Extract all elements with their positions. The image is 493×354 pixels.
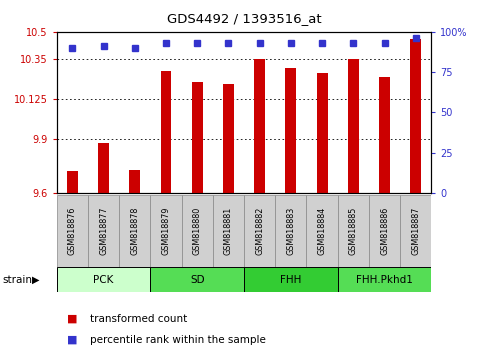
Bar	[223, 84, 234, 193]
Bar	[338, 267, 431, 292]
Text: ■: ■	[67, 335, 77, 345]
Text: FHH.Pkhd1: FHH.Pkhd1	[356, 275, 413, 285]
Text: percentile rank within the sample: percentile rank within the sample	[90, 335, 266, 345]
Text: GSM818881: GSM818881	[224, 207, 233, 255]
Text: GSM818882: GSM818882	[255, 207, 264, 255]
Bar	[307, 195, 338, 267]
Bar	[285, 68, 296, 193]
Bar	[379, 76, 390, 193]
Bar	[213, 195, 244, 267]
Text: GSM818887: GSM818887	[411, 207, 420, 255]
Text: strain: strain	[2, 275, 33, 285]
Text: GSM818885: GSM818885	[349, 207, 358, 255]
Text: GSM818886: GSM818886	[380, 207, 389, 255]
Text: GSM818878: GSM818878	[130, 207, 139, 255]
Bar	[181, 195, 213, 267]
Text: GSM818877: GSM818877	[99, 207, 108, 255]
Bar	[338, 195, 369, 267]
Bar	[244, 195, 275, 267]
Bar	[88, 195, 119, 267]
Text: GSM818876: GSM818876	[68, 207, 77, 255]
Bar	[317, 73, 327, 193]
Bar	[244, 267, 338, 292]
Bar	[410, 39, 421, 193]
Bar	[129, 170, 140, 193]
Bar	[400, 195, 431, 267]
Text: GDS4492 / 1393516_at: GDS4492 / 1393516_at	[167, 12, 321, 25]
Text: GSM818884: GSM818884	[317, 207, 326, 255]
Bar	[67, 171, 78, 193]
Text: ■: ■	[67, 314, 77, 324]
Text: SD: SD	[190, 275, 205, 285]
Bar	[98, 143, 109, 193]
Bar	[161, 71, 172, 193]
Bar	[57, 267, 150, 292]
Text: GSM818880: GSM818880	[193, 207, 202, 255]
Bar	[57, 195, 88, 267]
Text: transformed count: transformed count	[90, 314, 187, 324]
Bar	[192, 82, 203, 193]
Text: GSM818883: GSM818883	[286, 207, 295, 255]
Bar	[275, 195, 307, 267]
Bar	[369, 195, 400, 267]
Text: GSM818879: GSM818879	[162, 207, 171, 255]
Bar	[119, 195, 150, 267]
Bar	[348, 59, 359, 193]
Text: ▶: ▶	[32, 275, 39, 285]
Bar	[254, 59, 265, 193]
Bar	[150, 195, 181, 267]
Text: PCK: PCK	[93, 275, 114, 285]
Text: FHH: FHH	[280, 275, 302, 285]
Bar	[150, 267, 244, 292]
